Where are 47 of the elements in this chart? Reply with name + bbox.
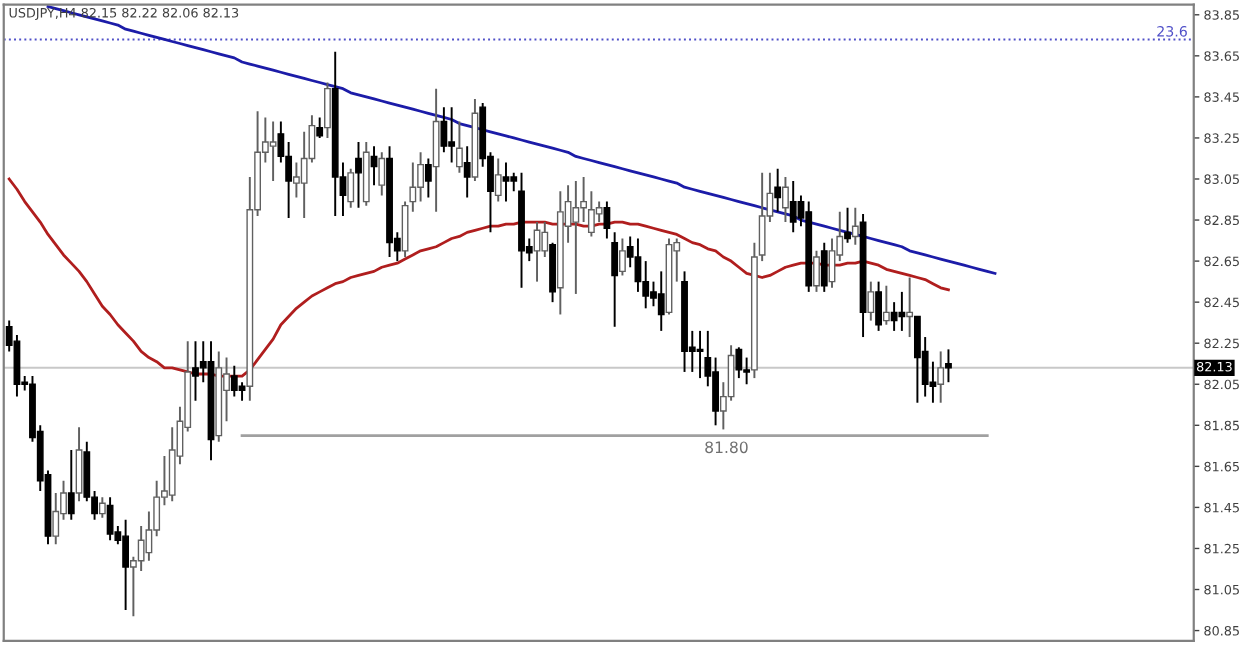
candlestick xyxy=(820,241,828,293)
candlestick xyxy=(230,364,238,398)
candlestick xyxy=(813,249,820,293)
candlestick xyxy=(355,141,362,209)
candlestick xyxy=(782,175,789,224)
candlestick xyxy=(541,221,549,258)
candlestick xyxy=(67,448,75,521)
candlestick xyxy=(432,87,440,213)
candlestick xyxy=(324,81,331,139)
candlestick xyxy=(192,340,199,402)
candlestick xyxy=(898,290,906,332)
candlestick xyxy=(611,231,619,328)
candlestick xyxy=(424,157,432,199)
candlestick xyxy=(98,496,106,519)
candlestick xyxy=(572,180,580,295)
candlestick xyxy=(269,120,277,183)
candlestick xyxy=(510,171,518,193)
candlestick xyxy=(619,237,626,277)
candlestick xyxy=(603,200,611,240)
candlestick xyxy=(106,496,114,542)
candlestick xyxy=(494,157,502,203)
candlestick xyxy=(945,348,952,384)
candlestick xyxy=(789,180,797,234)
candlestick xyxy=(735,346,743,380)
candlestick xyxy=(292,161,300,199)
candlestick xyxy=(913,315,921,404)
candlestick xyxy=(122,518,130,612)
candlestick xyxy=(316,116,324,139)
candlestick xyxy=(851,206,859,246)
candlestick xyxy=(774,167,782,213)
candlestick xyxy=(502,161,510,203)
candlestick xyxy=(347,167,355,209)
candlestick xyxy=(448,106,456,164)
candlestick xyxy=(52,492,60,546)
candlestick xyxy=(463,145,471,199)
candlestick xyxy=(456,120,463,174)
candlestick xyxy=(378,151,386,197)
candlestick xyxy=(867,280,875,322)
candlestick xyxy=(875,280,883,332)
candlestick xyxy=(844,206,851,244)
candlestick xyxy=(882,284,890,326)
candlestick xyxy=(549,241,556,304)
candlestick xyxy=(440,106,448,154)
candlestick xyxy=(937,350,945,404)
candlestick xyxy=(657,270,665,332)
candlestick xyxy=(906,276,914,339)
candlestick xyxy=(409,161,417,213)
